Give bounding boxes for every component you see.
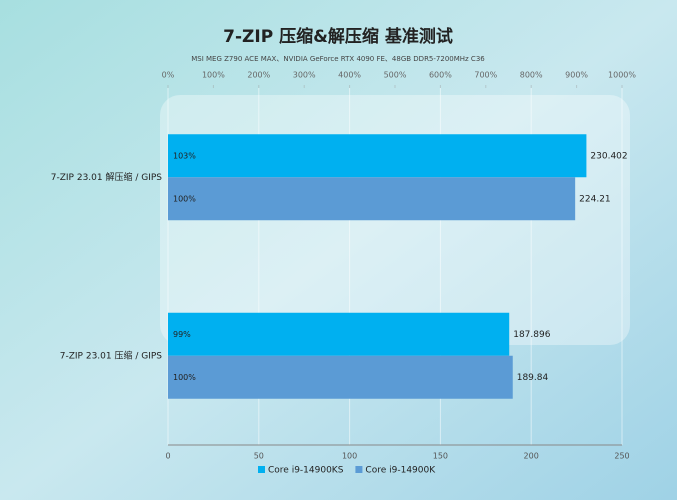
x2-tick-label: 0%: [162, 71, 175, 80]
chart-title: 7-ZIP 压缩&解压缩 基准测试: [223, 26, 453, 47]
percent-label: 100%: [173, 194, 196, 203]
x-tick-label: 0: [165, 452, 170, 461]
x2-tick-label: 400%: [338, 71, 361, 80]
bar: [168, 177, 576, 221]
value-label: 230.402: [590, 151, 627, 161]
x2-tick-label: 700%: [474, 71, 497, 80]
x-tick-label: 150: [433, 452, 448, 461]
x2-tick-label: 500%: [384, 71, 407, 80]
bar: [168, 312, 510, 356]
legend-swatch: [258, 466, 265, 473]
bar: [168, 355, 513, 399]
percent-label: 100%: [173, 373, 196, 382]
x2-tick-label: 200%: [247, 71, 270, 80]
bar: [168, 134, 587, 178]
x2-tick-label: 300%: [293, 71, 316, 80]
percent-label: 99%: [173, 330, 191, 339]
legend-label: Core i9-14900KS: [268, 466, 344, 476]
value-label: 189.84: [517, 373, 549, 383]
x2-tick-label: 800%: [520, 71, 543, 80]
x-tick-label: 50: [254, 452, 264, 461]
category-label: 7-ZIP 23.01 压缩 / GIPS: [60, 349, 163, 361]
value-label: 187.896: [513, 330, 550, 340]
value-label: 224.21: [579, 194, 611, 204]
legend-label: Core i9-14900K: [365, 466, 436, 476]
x2-tick-label: 900%: [565, 71, 588, 80]
legend-swatch: [355, 466, 363, 473]
x-tick-label: 200: [524, 452, 539, 461]
x2-tick-label: 1000%: [608, 71, 636, 80]
x-tick-label: 250: [614, 452, 629, 461]
x2-tick-label: 100%: [202, 71, 225, 80]
x2-tick-label: 600%: [429, 71, 452, 80]
category-label: 7-ZIP 23.01 解压缩 / GIPS: [51, 171, 163, 183]
x-tick-label: 100: [342, 452, 357, 461]
chart-subtitle: MSI MEG Z790 ACE MAX、NVIDIA GeForce RTX …: [191, 55, 485, 63]
percent-label: 103%: [173, 151, 196, 160]
